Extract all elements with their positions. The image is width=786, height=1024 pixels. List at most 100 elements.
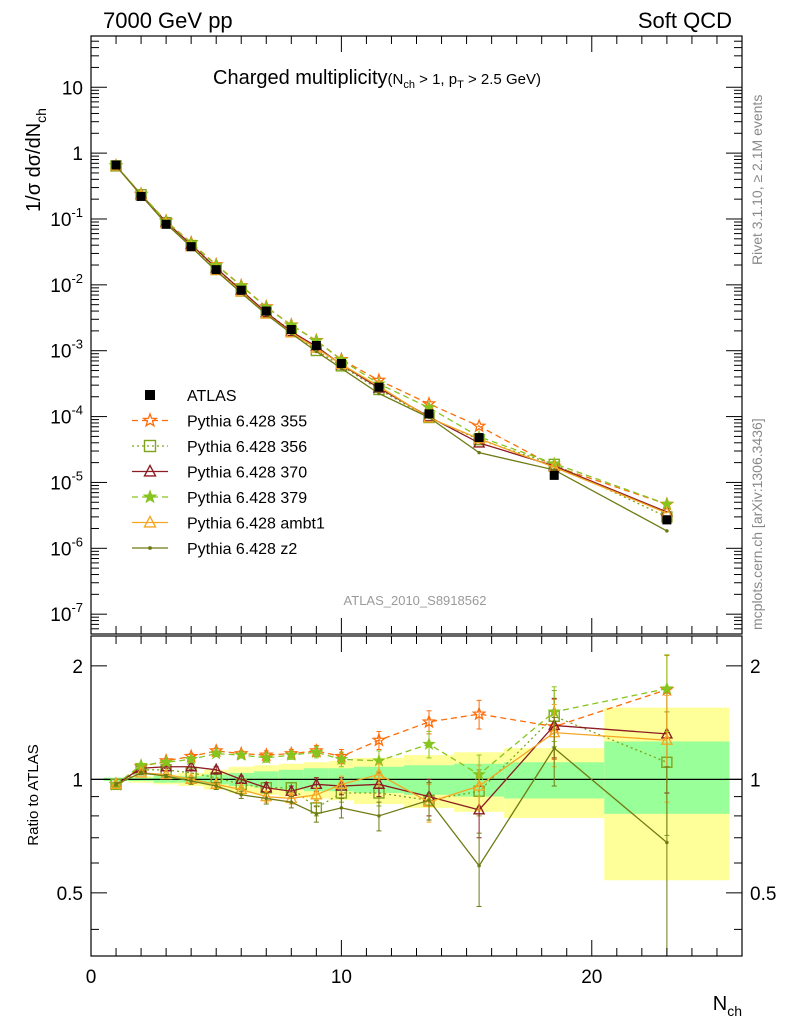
y-tick-label: 10-2 [50, 271, 83, 297]
atlas-data-point [236, 285, 246, 295]
y-axis-label-main: 1/σ dσ/dN [23, 123, 45, 212]
legend: ATLAS Pythia 6.428 355 Pythia 6.428 356 Pyt… [132, 388, 325, 558]
ratio-series-marker [427, 798, 431, 803]
legend-marker [148, 546, 152, 550]
series-marker [471, 418, 487, 433]
x-tick-label: 0 [86, 967, 97, 988]
chart-title-cut: > 1, p [415, 71, 457, 88]
legend-label: Pythia 6.428 ambt1 [187, 516, 325, 533]
series-marker [314, 349, 319, 354]
ratio-series-marker [239, 793, 243, 797]
header-left-label: 7000 GeV pp [103, 8, 233, 33]
ratio-series-marker [284, 747, 299, 761]
ratio-series-marker [309, 745, 324, 759]
ratio-series-marker [665, 840, 669, 845]
ratio-series-marker [189, 779, 193, 783]
y-tick-label: 10-4 [50, 403, 83, 429]
ratio-series-marker [310, 787, 323, 800]
ratio-series-marker [264, 796, 269, 801]
chart-title-end: > 2.5 GeV) [464, 71, 541, 88]
mcplots-source-label: mcplots.cern.ch [arXiv:1306.3436] [749, 418, 765, 630]
analysis-watermark: ATLAS_2010_S8918562 [344, 593, 487, 608]
ratio-series-marker [184, 752, 199, 766]
series-line [115, 165, 668, 514]
atlas-data-point [111, 160, 121, 170]
ratio-series-marker [335, 777, 348, 790]
atlas-data-point [662, 515, 672, 525]
ratio-series-marker [210, 762, 223, 775]
legend-marker [143, 514, 157, 528]
x-axis-label-sub: ch [727, 1003, 742, 1019]
ratio-series-marker [139, 771, 143, 775]
atlas-data-point [261, 306, 271, 316]
legend-label-atlas: ATLAS [187, 388, 237, 405]
atlas-data-point [549, 470, 559, 480]
atlas-data-point [186, 242, 196, 252]
ratio-series-marker [234, 747, 248, 761]
atlas-data-point [286, 324, 296, 334]
ratio-series-marker [134, 765, 148, 778]
ratio-series-marker [164, 774, 168, 778]
legend-label: Pythia 6.428 355 [187, 414, 307, 431]
chart-title-detail: (N [388, 71, 404, 88]
ratio-series-marker [422, 736, 436, 750]
ratio-series-marker [552, 746, 556, 750]
legend-marker [142, 489, 158, 504]
ratio-series-marker [377, 814, 381, 818]
ratio-series-marker [421, 714, 437, 729]
ratio-series-marker [372, 777, 386, 790]
rivet-version-label: Rivet 3.1.10, ≥ 2.1M events [749, 95, 765, 265]
ratio-tick-label-left: 2 [72, 657, 83, 678]
ratio-series-marker [472, 802, 486, 815]
ratio-series-marker [159, 767, 173, 780]
ratio-series-marker [660, 681, 674, 695]
y-tick-label: 10-3 [50, 337, 83, 363]
ratio-series-marker [214, 784, 218, 788]
atlas-data-point [424, 409, 434, 419]
y-axis-label-sub: ch [33, 108, 49, 123]
ratio-series-line [115, 724, 667, 811]
legend-label: Pythia 6.428 379 [187, 490, 307, 507]
ratio-tick-label-right: 0.5 [750, 884, 776, 905]
y-tick-exponent: -5 [71, 468, 83, 483]
chart-title: Charged multiplicity(Nch > 1, pT > 2.5 G… [213, 67, 541, 91]
ratio-series-marker [372, 767, 386, 780]
ratio-series-marker [334, 752, 349, 766]
series-marker [552, 468, 556, 472]
y-tick-label: 1 [72, 144, 83, 165]
series-line [115, 165, 668, 505]
series-marker [477, 450, 481, 455]
x-tick-label: 10 [331, 967, 352, 988]
ratio-series-marker [371, 732, 387, 747]
series-marker [665, 529, 669, 533]
ratio-panel: 0 10 20 0.5 0.5 1 1 2 2 Ratio to ATLAS Nch [25, 635, 776, 1019]
legend-marker [141, 411, 159, 428]
x-tick-label: 20 [581, 967, 602, 988]
y-tick-exponent: -6 [71, 534, 83, 549]
y-axis-label: 1/σ dσ/dNch [23, 108, 49, 212]
y-tick-base: 10 [50, 539, 71, 560]
y-tick-base: 10 [50, 605, 71, 626]
ratio-tick-label-right: 1 [750, 770, 761, 791]
y-tick-label: 10 [62, 78, 83, 99]
y-tick-exponent: -2 [71, 271, 83, 286]
atlas-data-point [211, 265, 221, 275]
ratio-series-marker [314, 812, 319, 816]
chart-title-main: Charged multiplicity [213, 67, 388, 89]
ratio-axis-label: Ratio to ATLAS [25, 744, 42, 845]
x-axis-label: Nch [713, 993, 742, 1019]
series-line [115, 165, 668, 513]
ratio-series-marker [289, 800, 294, 804]
atlas-data-point [136, 191, 146, 201]
legend-label: Pythia 6.428 370 [187, 465, 307, 482]
ratio-series-marker [660, 733, 674, 745]
ratio-tick-label-left: 1 [72, 770, 83, 791]
ratio-plot-area [91, 654, 742, 957]
ratio-series-marker [339, 806, 344, 810]
legend-label: Pythia 6.428 356 [187, 439, 307, 456]
ratio-axes: 0 10 20 0.5 0.5 1 1 2 2 [57, 636, 776, 988]
legend-marker [143, 463, 157, 477]
y-tick-exponent: -3 [71, 337, 83, 352]
